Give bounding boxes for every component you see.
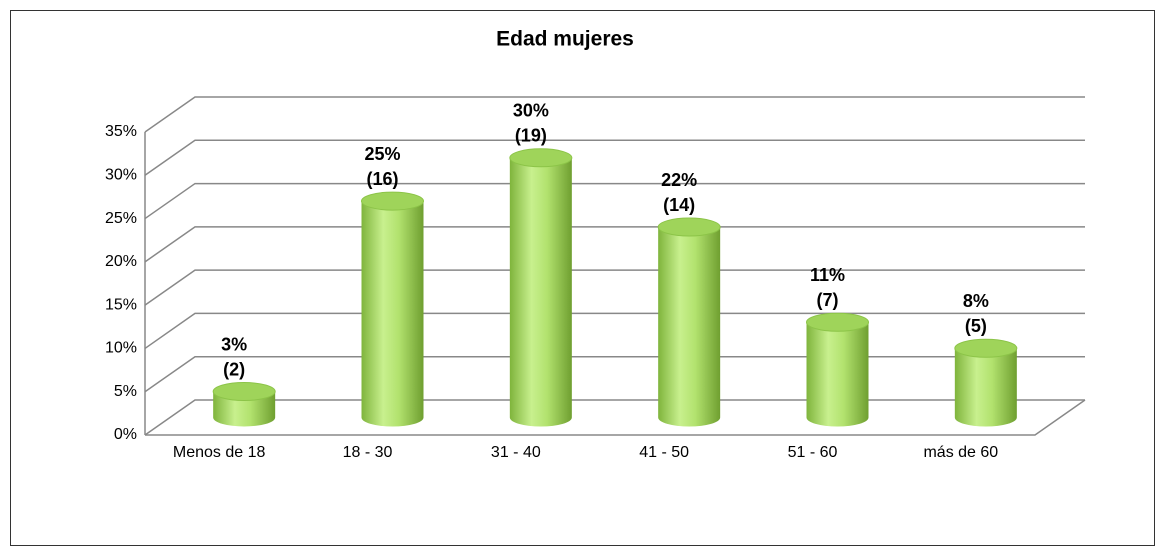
value-label: 11% [810, 265, 845, 285]
grid-line [144, 226, 1085, 263]
value-label: 3% [221, 334, 247, 354]
y-tick-label: 0% [114, 426, 137, 443]
floor [145, 399, 1086, 436]
y-tick-label: 25% [105, 210, 137, 227]
x-tick-label: 51 - 60 [788, 444, 838, 461]
bar [806, 322, 869, 427]
y-tick-label: 30% [105, 167, 137, 184]
y-tick-label: 10% [105, 340, 137, 357]
bar-top [361, 191, 424, 211]
y-tick-label: 5% [114, 383, 137, 400]
bar-top [212, 382, 276, 402]
grid-line [144, 355, 1085, 393]
value-label: 25% [364, 144, 400, 164]
bar [361, 201, 424, 427]
value-label: 30% [513, 101, 549, 121]
bar [954, 348, 1017, 427]
x-tick-label: Menos de 18 [173, 444, 266, 461]
count-label: (5) [965, 316, 987, 336]
count-label: (2) [223, 359, 245, 379]
value-label: 22% [661, 170, 697, 190]
grid-line [144, 139, 1085, 176]
x-tick-label: 18 - 30 [343, 444, 393, 461]
value-label: 8% [963, 291, 989, 311]
y-tick-label: 20% [105, 253, 137, 270]
grid-line [144, 96, 1085, 133]
grid-line [144, 399, 1085, 436]
grid-line [144, 269, 1085, 306]
x-tick-label: más de 60 [923, 444, 998, 461]
count-label: (14) [663, 195, 695, 215]
bar-top [657, 217, 721, 237]
bar-top [954, 338, 1018, 358]
grid-line [144, 182, 1085, 220]
bar [213, 391, 276, 427]
y-tick-label: 15% [105, 296, 137, 313]
y-tick-label: 35% [105, 123, 137, 140]
bar [658, 227, 721, 427]
bar [509, 157, 572, 427]
count-label: (7) [817, 290, 839, 310]
x-tick-label: 41 - 50 [639, 444, 689, 461]
count-label: (19) [515, 126, 547, 146]
bar-top [806, 312, 869, 332]
bar-top [509, 148, 573, 168]
grid-line [144, 312, 1085, 350]
count-label: (16) [366, 169, 398, 189]
x-tick-label: 31 - 40 [491, 444, 541, 461]
chart-title: Edad mujeres [496, 28, 634, 51]
chart-border [10, 10, 1155, 546]
